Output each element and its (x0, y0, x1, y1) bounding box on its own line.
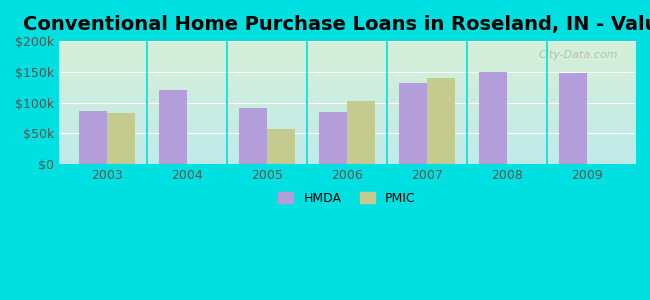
Bar (159, 90, 187, 164)
Bar (559, 73, 587, 164)
Bar (107, 113, 135, 164)
Bar (239, 108, 267, 164)
Bar (427, 78, 455, 164)
Legend: HMDA, PMIC: HMDA, PMIC (273, 187, 421, 210)
Text: City-Data.com: City-Data.com (538, 50, 617, 60)
Bar (347, 101, 375, 164)
Bar (319, 112, 347, 164)
Bar (79, 111, 107, 164)
Bar (267, 129, 295, 164)
Bar (399, 83, 427, 164)
Title: Conventional Home Purchase Loans in Roseland, IN - Value: Conventional Home Purchase Loans in Rose… (23, 15, 650, 34)
Bar (479, 72, 507, 164)
